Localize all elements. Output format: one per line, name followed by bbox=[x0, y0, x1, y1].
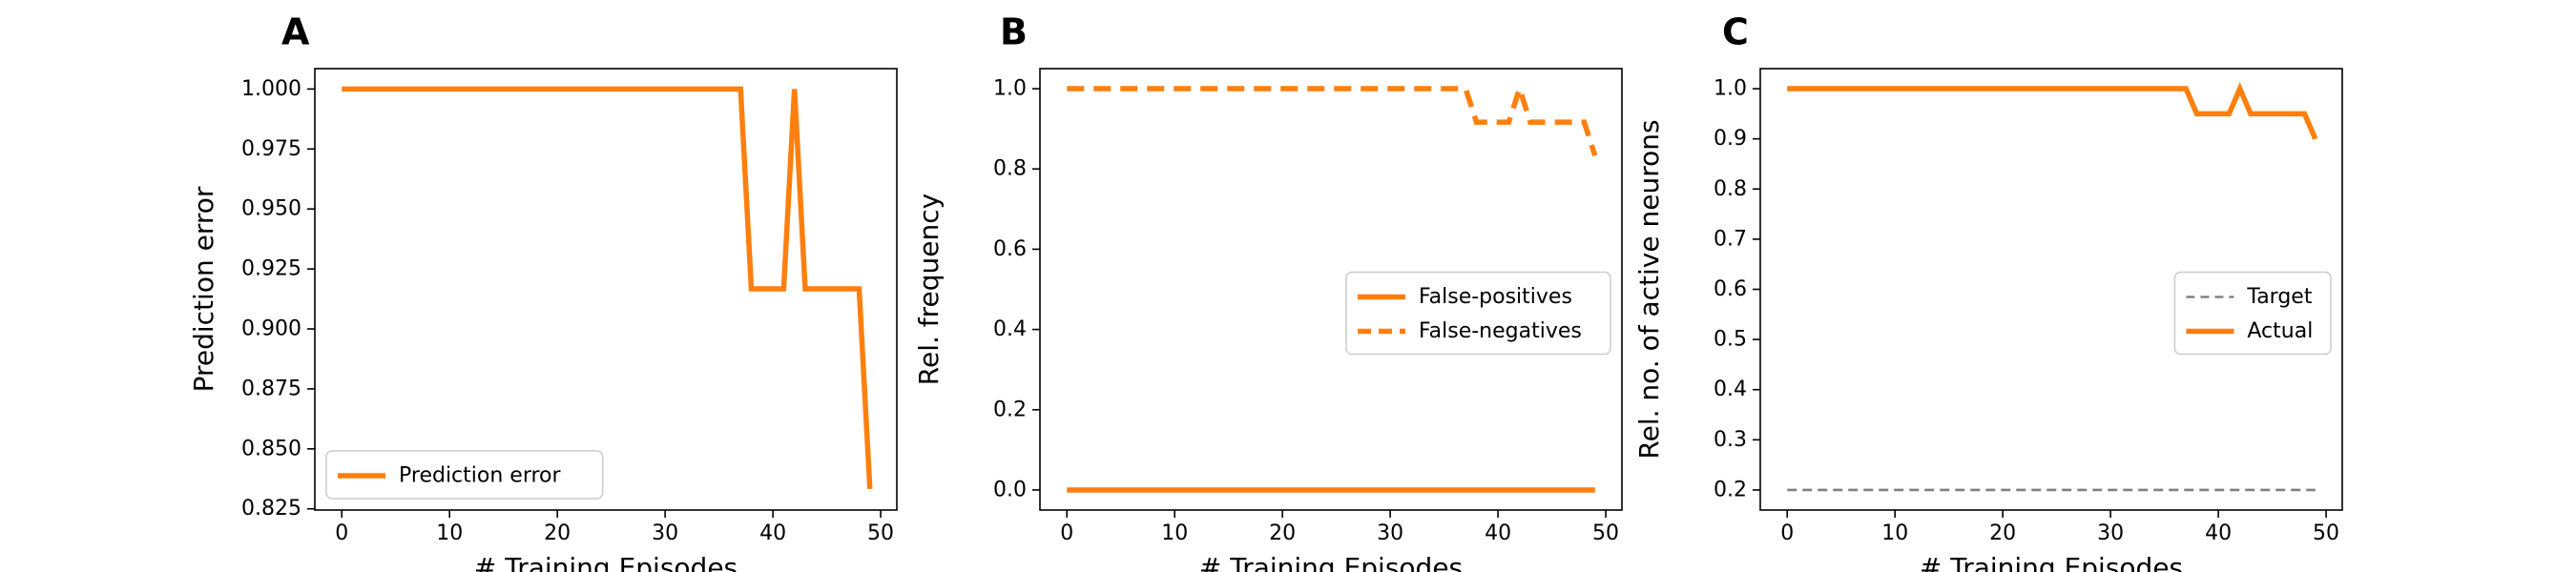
x-tick-label: 0 bbox=[1060, 521, 1073, 545]
y-tick-label: 1.0 bbox=[1714, 77, 1747, 101]
x-tick-label: 40 bbox=[2205, 521, 2232, 545]
panel-letter: A bbox=[281, 11, 310, 53]
y-tick-label: 0.9 bbox=[1714, 127, 1747, 151]
y-tick-label: 0.3 bbox=[1714, 428, 1747, 452]
x-tick-label: 10 bbox=[436, 521, 463, 545]
y-tick-label: 0.7 bbox=[1714, 227, 1747, 251]
y-tick-label: 0.875 bbox=[241, 377, 301, 400]
x-tick-label: 40 bbox=[1485, 521, 1511, 545]
axes-frame bbox=[1039, 68, 1623, 511]
legend-box bbox=[325, 450, 604, 500]
series-line-prediction-error bbox=[342, 86, 873, 490]
panel-letter: B bbox=[1000, 11, 1028, 53]
y-tick-label: 0.850 bbox=[241, 437, 301, 460]
axes-frame bbox=[314, 68, 898, 511]
y-tick-label: 1.0 bbox=[993, 77, 1027, 101]
y-tick-label: 0.950 bbox=[241, 197, 301, 221]
chart-panel-a: A 0 10 20 30 40 50 0.825 0.850 0.875 0.900 0.925 0.9… bbox=[188, 11, 898, 572]
legend-label: Target bbox=[2246, 285, 2312, 309]
y-tick-label: 0.2 bbox=[993, 398, 1027, 421]
x-tick-label: 50 bbox=[867, 521, 894, 545]
y-tick-label: 0.900 bbox=[241, 317, 301, 341]
y-tick-label: 0.8 bbox=[993, 157, 1027, 181]
y-tick-label: 0.925 bbox=[241, 257, 301, 281]
y-tick-label: 0.4 bbox=[993, 317, 1027, 341]
legend-label: False-positives bbox=[1419, 285, 1572, 309]
y-tick-label: 1.000 bbox=[241, 77, 301, 101]
y-tick-label: 0.825 bbox=[241, 497, 301, 521]
y-tick-label: 0.5 bbox=[1714, 328, 1747, 352]
legend: Prediction error bbox=[325, 450, 604, 500]
x-tick-label: 50 bbox=[2313, 521, 2339, 545]
x-tick-label: 20 bbox=[1989, 521, 2016, 545]
y-tick-label: 0.8 bbox=[1714, 177, 1747, 201]
y-axis-label: Prediction error bbox=[188, 186, 219, 392]
x-tick-label: 0 bbox=[335, 521, 348, 545]
x-axis-label: # Training Episodes bbox=[1199, 552, 1463, 572]
y-tick-label: 0.975 bbox=[241, 137, 301, 161]
x-tick-label: 0 bbox=[1780, 521, 1794, 545]
y-axis-label: Rel. frequency bbox=[913, 194, 945, 385]
legend-label: False-negatives bbox=[1419, 319, 1582, 343]
legend: Target Actual bbox=[2173, 271, 2332, 356]
y-tick-label: 0.4 bbox=[1714, 378, 1747, 401]
legend-box bbox=[1345, 271, 1611, 356]
x-tick-label: 40 bbox=[759, 521, 786, 545]
series-line-false-negatives bbox=[1067, 80, 1598, 157]
legend-label: Actual bbox=[2247, 319, 2313, 343]
panel-letter: C bbox=[1722, 11, 1749, 53]
x-tick-label: 50 bbox=[1592, 521, 1619, 545]
y-axis-label: Rel. no. of active neurons bbox=[1633, 119, 1665, 459]
x-axis-label: # Training Episodes bbox=[1920, 552, 2183, 572]
x-tick-label: 30 bbox=[652, 521, 678, 545]
y-tick-label: 0.6 bbox=[1714, 277, 1747, 301]
y-tick-label: 0.2 bbox=[1714, 478, 1747, 501]
x-tick-label: 30 bbox=[2097, 521, 2124, 545]
x-axis-label: # Training Episodes bbox=[474, 552, 737, 572]
chart-panel-b: B 0 10 20 30 40 50 0.0 0.2 0.4 0.6 0.8 1.0 # Training… bbox=[913, 11, 1623, 572]
x-tick-label: 10 bbox=[1161, 521, 1188, 545]
x-tick-label: 10 bbox=[1881, 521, 1908, 545]
y-tick-label: 0.6 bbox=[993, 237, 1027, 261]
x-tick-label: 20 bbox=[1269, 521, 1296, 545]
legend-label: Prediction error bbox=[399, 464, 561, 488]
x-tick-label: 30 bbox=[1377, 521, 1403, 545]
legend: False-positives False-negatives bbox=[1345, 271, 1611, 356]
y-tick-label: 0.0 bbox=[993, 478, 1027, 501]
chart-panel-c: C 0 10 20 30 40 50 0.2 0.3 0.4 0.5 0.6 0.7 0.8 0.9 1.0 #… bbox=[1633, 11, 2343, 572]
series-line-actual bbox=[1787, 82, 2318, 140]
x-tick-label: 20 bbox=[544, 521, 571, 545]
